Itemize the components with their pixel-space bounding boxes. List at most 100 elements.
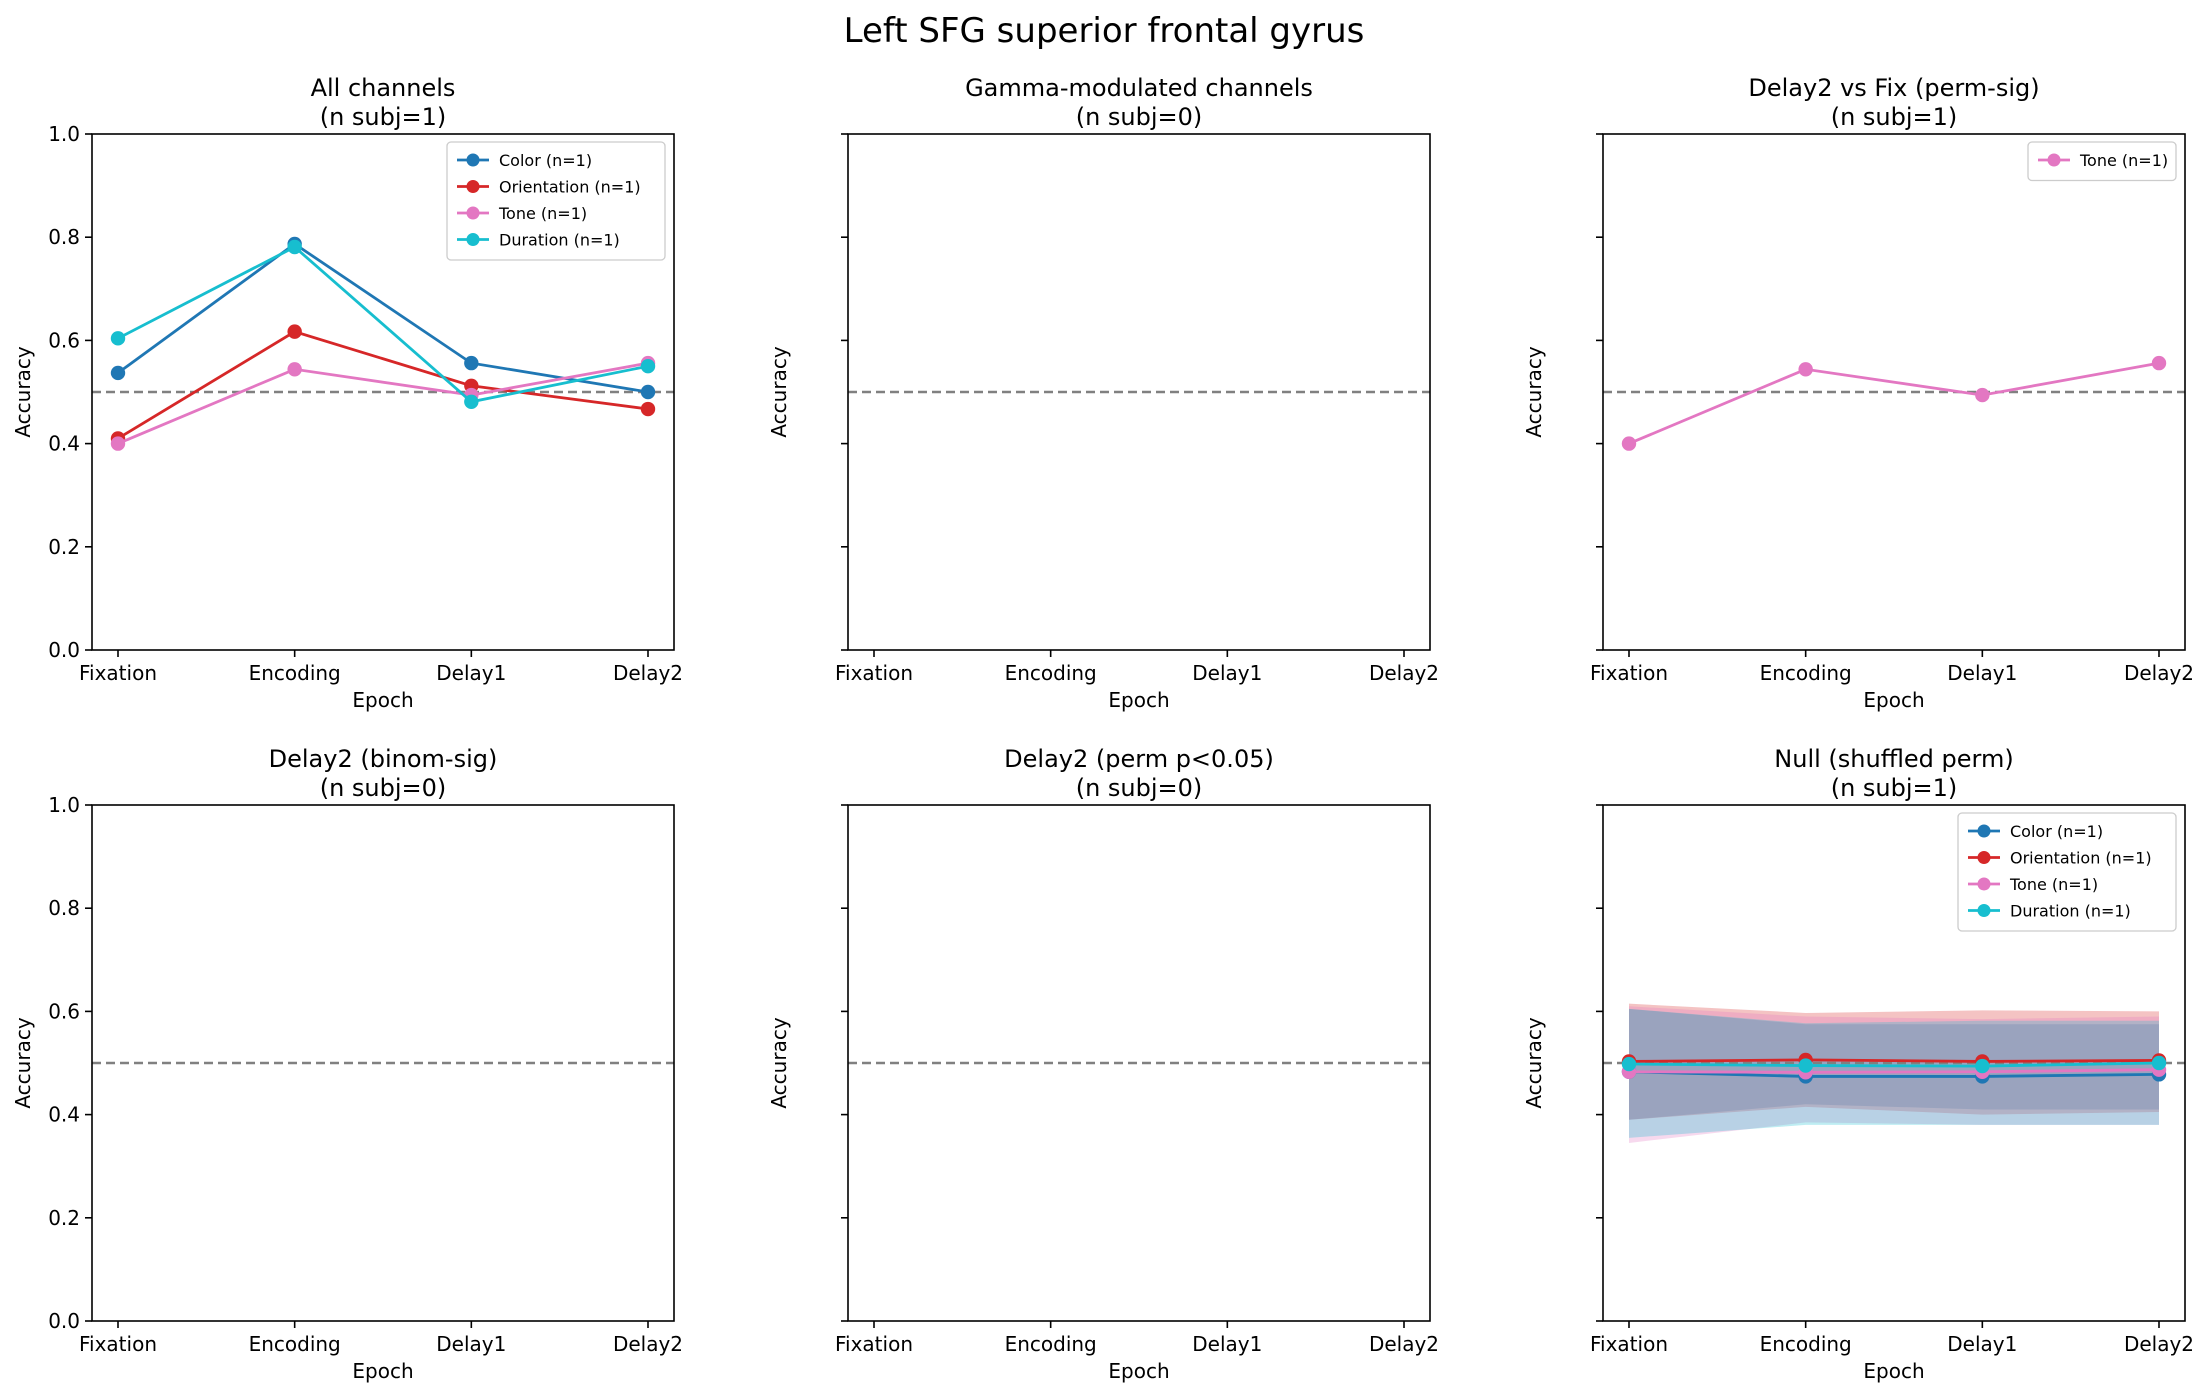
axes-frame bbox=[1602, 133, 2186, 651]
y-tick-label: 0.6 bbox=[48, 999, 80, 1023]
legend-swatch-marker bbox=[466, 233, 480, 246]
subplot-2: Gamma-modulated channels(n subj=0) Fixati… bbox=[767, 74, 1439, 712]
legend-entry-label: Orientation (n=1) bbox=[499, 178, 641, 197]
x-tick-label: Fixation bbox=[1590, 1332, 1668, 1356]
x-axis-label: Epoch bbox=[1108, 1359, 1169, 1383]
legend-swatch-marker bbox=[2047, 153, 2061, 167]
x-tick-label: Delay1 bbox=[436, 661, 506, 685]
data-point bbox=[1621, 1056, 1637, 1072]
subplot-title: (n subj=1) bbox=[320, 103, 447, 131]
axes-frame bbox=[847, 133, 1431, 651]
subplot-4: Delay2 (binom-sig)(n subj=0) 0.0 0.2 0.4 0.6… bbox=[11, 745, 683, 1383]
x-tick-label: Delay2 bbox=[1369, 661, 1439, 685]
series-line bbox=[1628, 361, 2160, 445]
x-tick-label: Fixation bbox=[79, 661, 157, 685]
y-axis-label: Accuracy bbox=[767, 1017, 791, 1108]
x-axis-label: Epoch bbox=[1863, 1359, 1924, 1383]
data-point bbox=[2151, 1055, 2167, 1071]
subplot-title: Delay2 vs Fix (perm-sig) bbox=[1748, 74, 2039, 102]
legend-swatch-marker bbox=[1977, 824, 1991, 838]
x-tick-label: Delay2 bbox=[2124, 661, 2194, 685]
legend-entry-label: Color (n=1) bbox=[499, 151, 592, 170]
subplot-title: All channels bbox=[311, 74, 456, 102]
subplot-5: Delay2 (perm p<0.05)(n subj=0) Fixation En… bbox=[767, 745, 1439, 1383]
data-point bbox=[1975, 1058, 1990, 1074]
x-axis-label: Epoch bbox=[1863, 688, 1924, 712]
subplot-title: Null (shuffled perm) bbox=[1774, 745, 2013, 773]
y-axis-label: Accuracy bbox=[1522, 346, 1546, 437]
data-point bbox=[287, 239, 302, 255]
axes-frame bbox=[91, 133, 675, 651]
data-point bbox=[640, 384, 656, 400]
legend-swatch-marker bbox=[1977, 877, 1991, 891]
x-tick-label: Delay1 bbox=[1192, 1332, 1262, 1356]
x-tick-label: Delay1 bbox=[1947, 1332, 2017, 1356]
x-axis-label: Epoch bbox=[1108, 688, 1169, 712]
x-tick-label: Delay1 bbox=[436, 1332, 506, 1356]
axes-frame bbox=[847, 804, 1431, 1322]
legend-swatch-marker bbox=[1977, 851, 1991, 864]
data-point bbox=[287, 324, 302, 339]
x-tick-label: Delay1 bbox=[1947, 661, 2017, 685]
y-tick-label: 1.0 bbox=[48, 122, 80, 146]
x-tick-label: Fixation bbox=[835, 1332, 913, 1356]
legend-box bbox=[1957, 812, 2177, 932]
x-tick-label: Encoding bbox=[1005, 1332, 1097, 1356]
series-line bbox=[117, 245, 649, 404]
series-line bbox=[117, 242, 649, 394]
data-point bbox=[287, 362, 302, 377]
data-point bbox=[640, 401, 656, 417]
x-axis-label: Epoch bbox=[352, 688, 413, 712]
y-axis-label: Accuracy bbox=[767, 346, 791, 437]
y-tick-label: 0.4 bbox=[48, 432, 80, 456]
data-point bbox=[1975, 387, 1990, 403]
x-tick-label: Delay2 bbox=[1369, 1332, 1439, 1356]
y-tick-label: 0.4 bbox=[48, 1103, 80, 1127]
subplot-grid: All channels(n subj=1)0.00.20.40.60.81.0… bbox=[11, 74, 2194, 1383]
series-line bbox=[1628, 1058, 2160, 1063]
subplot-1: All channels(n subj=1) 0.0 0.2 0.4 0.6 0.8 1.0… bbox=[11, 74, 683, 712]
data-point bbox=[1798, 1058, 1813, 1073]
subplot-title: Delay2 (binom-sig) bbox=[269, 745, 498, 773]
y-tick-label: 1.0 bbox=[48, 793, 80, 817]
legend-entry-label: Duration (n=1) bbox=[2010, 902, 2131, 921]
data-point bbox=[1621, 436, 1637, 451]
legend-swatch-marker bbox=[1977, 904, 1991, 917]
data-point bbox=[110, 331, 126, 346]
x-tick-label: Delay2 bbox=[613, 661, 683, 685]
series-line bbox=[117, 361, 649, 445]
null-band bbox=[1629, 1006, 2159, 1143]
legend-entry-label: Color (n=1) bbox=[2010, 822, 2103, 841]
y-tick-label: 0.2 bbox=[48, 1206, 80, 1230]
axes-frame bbox=[1602, 804, 2186, 1322]
x-tick-label: Fixation bbox=[79, 1332, 157, 1356]
data-point bbox=[640, 359, 656, 374]
legend-entry-label: Orientation (n=1) bbox=[2010, 849, 2152, 868]
data-point bbox=[2151, 355, 2167, 371]
legend: Tone (n=1) bbox=[2027, 141, 2177, 182]
null-band bbox=[1629, 1008, 2159, 1120]
x-tick-label: Delay2 bbox=[613, 1332, 683, 1356]
legend: Color (n=1) Orientation (n=1) Tone (n=1) Du… bbox=[446, 141, 666, 261]
series-line bbox=[117, 330, 649, 440]
figure-title: Left SFG superior frontal gyrus bbox=[844, 11, 1365, 51]
legend-entry-label: Tone (n=1) bbox=[2009, 875, 2098, 894]
data-point bbox=[1798, 362, 1813, 377]
y-tick-label: 0.0 bbox=[48, 638, 80, 662]
data-point bbox=[464, 355, 479, 371]
subplot-title: (n subj=0) bbox=[320, 774, 447, 802]
x-tick-label: Delay2 bbox=[2124, 1332, 2194, 1356]
series-line bbox=[1628, 1068, 2160, 1074]
x-tick-label: Delay1 bbox=[1192, 661, 1262, 685]
legend-entry-label: Tone (n=1) bbox=[498, 204, 587, 223]
y-tick-label: 0.6 bbox=[48, 328, 80, 352]
legend-box bbox=[2027, 141, 2177, 182]
subplot-title: (n subj=1) bbox=[1831, 774, 1958, 802]
subplot-title: (n subj=0) bbox=[1076, 774, 1203, 802]
x-tick-label: Encoding bbox=[249, 661, 341, 685]
x-tick-label: Encoding bbox=[1005, 661, 1097, 685]
subplot-title: (n subj=1) bbox=[1831, 103, 1958, 131]
y-tick-label: 0.0 bbox=[48, 1309, 80, 1333]
subplot-3: Delay2 vs Fix (perm-sig)(n subj=1) Fixati… bbox=[1522, 74, 2194, 712]
subplot-6: Null (shuffled perm)(n subj=1) Fixation En… bbox=[1522, 745, 2194, 1383]
